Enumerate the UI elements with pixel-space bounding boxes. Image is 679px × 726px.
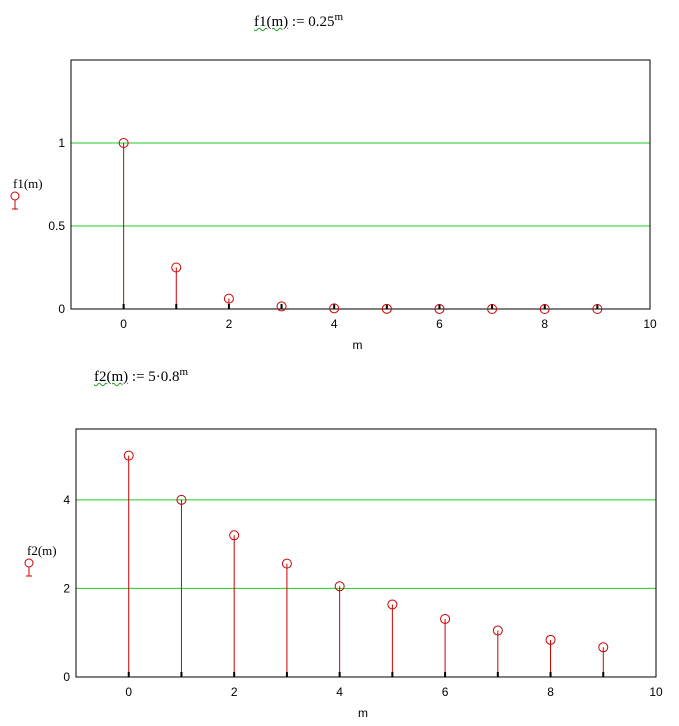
stem-marker-0 <box>118 138 129 148</box>
stem-marker-1 <box>171 262 182 273</box>
stem-marker-1 <box>176 494 187 505</box>
y-axis-label: f1(m) <box>13 176 43 191</box>
stem-marker-9 <box>598 642 609 653</box>
x-tick-label-0: 0 <box>120 317 127 331</box>
stem-marker-6 <box>434 303 445 314</box>
formula-f1: f1(m) := 0.25m <box>254 11 343 31</box>
y-tick-label-0: 0 <box>58 302 65 316</box>
stem-marker-3 <box>281 558 292 569</box>
plot-frame <box>70 59 651 310</box>
y-tick-label-2: 1 <box>58 136 65 150</box>
y-tick-label-1: 2 <box>63 581 70 595</box>
stem-marker-8 <box>545 634 556 645</box>
x-tick-label-4: 8 <box>541 317 548 331</box>
formula-f2-name: f2(m) <box>94 369 129 385</box>
x-tick-label-2: 4 <box>336 685 343 699</box>
x-tick-label-5: 10 <box>649 685 663 699</box>
stem-marker-0 <box>123 450 134 461</box>
stem-marker-8 <box>539 303 550 314</box>
formula-f1-base: 0.25 <box>308 14 335 30</box>
stem-marker-5 <box>387 599 398 610</box>
x-tick-label-2: 4 <box>331 317 338 331</box>
stem-marker-2 <box>223 293 234 304</box>
plot-frame <box>75 428 657 678</box>
stem-marker-4 <box>334 581 345 592</box>
x-axis-label: m <box>358 706 368 720</box>
x-tick-label-5: 10 <box>643 317 657 331</box>
y-tick-label-1: 0.5 <box>48 219 65 233</box>
y-tick-label-2: 4 <box>63 493 70 507</box>
y-axis-label: f2(m) <box>27 543 57 558</box>
stem-marker-5 <box>381 303 392 314</box>
stem-marker-9 <box>592 303 603 314</box>
stem-marker-4 <box>329 303 340 314</box>
x-tick-label-1: 2 <box>231 685 238 699</box>
stem-marker-2 <box>229 530 240 541</box>
stem-marker-3 <box>276 301 287 312</box>
formula-f2: f2(m) := 5·0.8m <box>94 366 188 386</box>
x-tick-label-3: 6 <box>442 685 449 699</box>
x-tick-label-3: 6 <box>436 317 443 331</box>
y-tick-label-0: 0 <box>63 670 70 684</box>
formula-f1-assign: := <box>291 14 305 30</box>
formula-f1-name: f1(m) <box>254 14 289 30</box>
stem-marker-7 <box>487 303 498 314</box>
formula-f2-base: 5·0.8 <box>148 369 180 385</box>
stem-marker-6 <box>440 613 451 624</box>
stem-marker-7 <box>492 625 503 636</box>
formula-f2-exponent: m <box>179 366 189 378</box>
x-tick-label-1: 2 <box>226 317 233 331</box>
x-axis-label: m <box>353 338 363 352</box>
formula-f2-assign: := <box>131 369 145 385</box>
formula-f1-exponent: m <box>334 11 344 23</box>
x-tick-label-0: 0 <box>125 685 132 699</box>
legend-marker-icon <box>24 558 34 568</box>
x-tick-label-4: 8 <box>547 685 554 699</box>
